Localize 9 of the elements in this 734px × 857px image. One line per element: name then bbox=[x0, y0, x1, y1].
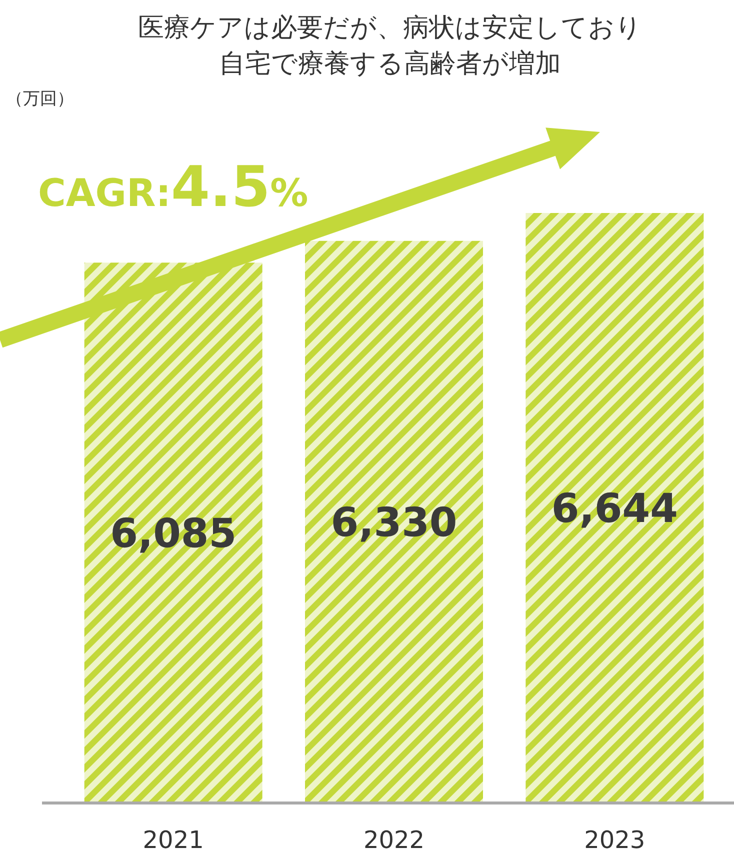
chart-title: 医療ケアは必要だが、病状は安定しており bbox=[138, 13, 642, 43]
x-tick-label: 2021 bbox=[142, 826, 204, 854]
x-tick-label: 2022 bbox=[363, 826, 425, 854]
x-tick-label: 2023 bbox=[584, 826, 646, 854]
chart-subtitle: 自宅で療養する高齢者が増加 bbox=[219, 49, 561, 79]
data-label: 6,644 bbox=[551, 486, 678, 532]
text: （万回） bbox=[6, 89, 74, 109]
annotation: CAGR:4.5% bbox=[38, 155, 308, 220]
data-label: 6,330 bbox=[330, 500, 458, 546]
